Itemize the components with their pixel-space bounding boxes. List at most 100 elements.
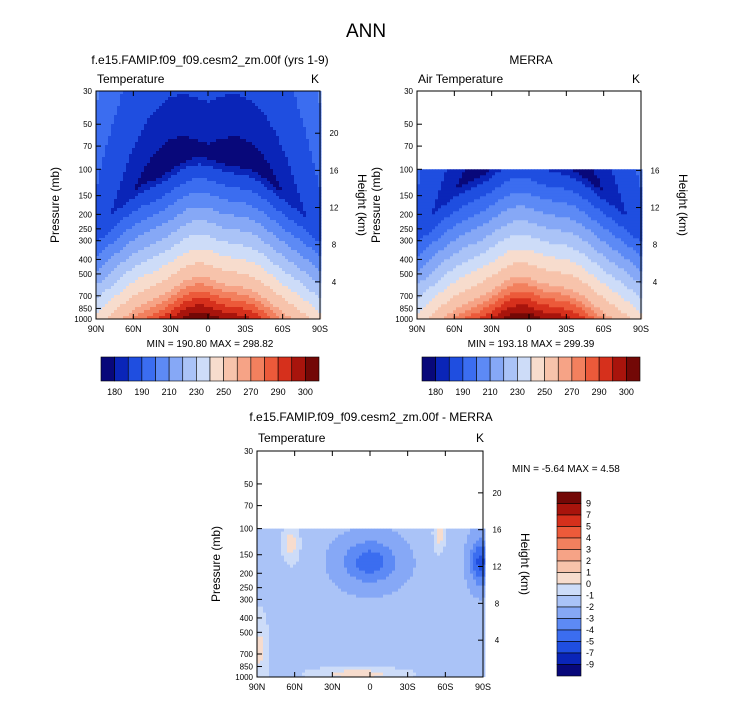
contour-cell <box>270 100 274 104</box>
contour-cell <box>231 244 235 248</box>
contour-cell <box>162 118 166 122</box>
contour-cell <box>174 232 178 236</box>
contour-cell <box>180 133 184 137</box>
contour-cell <box>225 256 229 260</box>
contour-cell <box>225 253 229 257</box>
contour-cell <box>141 256 145 260</box>
contour-cell <box>132 193 136 197</box>
contour-cell <box>126 262 130 266</box>
contour-cell <box>183 193 187 197</box>
contour-cell <box>231 142 235 146</box>
contour-cell <box>138 217 142 221</box>
contour-cell <box>117 193 121 197</box>
contour-cell <box>279 268 283 272</box>
contour-cell <box>207 187 211 191</box>
contour-cell <box>204 232 208 236</box>
contour-cell <box>102 304 106 308</box>
contour-cell <box>195 196 199 200</box>
contour-cell <box>216 268 220 272</box>
contour-cell <box>219 97 223 101</box>
contour-cell <box>285 211 289 215</box>
contour-cell <box>225 160 229 164</box>
contour-cell <box>285 310 289 314</box>
contour-cell <box>288 280 292 284</box>
contour-cell <box>252 154 256 158</box>
contour-cell <box>135 118 139 122</box>
contour-cell <box>237 115 241 119</box>
contour-cell <box>141 187 145 191</box>
contour-cell <box>114 313 118 317</box>
contour-cell <box>264 136 268 140</box>
contour-cell <box>138 115 142 119</box>
contour-cell <box>120 151 124 155</box>
contour-cell <box>261 253 265 257</box>
contour-cell <box>108 148 112 152</box>
contour-cell <box>189 163 193 167</box>
contour-cell <box>270 202 274 206</box>
contour-cell <box>117 109 121 113</box>
contour-cell <box>243 184 247 188</box>
contour-cell <box>264 292 268 296</box>
contour-cell <box>210 235 214 239</box>
contour-cell <box>249 178 253 182</box>
contour-cell <box>174 199 178 203</box>
contour-cell <box>132 172 136 176</box>
contour-cell <box>198 307 202 311</box>
contour-cell <box>234 256 238 260</box>
contour-cell <box>249 271 253 275</box>
contour-cell <box>246 229 250 233</box>
contour-cell <box>132 298 136 302</box>
contour-cell <box>111 109 115 113</box>
contour-cell <box>183 289 187 293</box>
contour-cell <box>108 202 112 206</box>
contour-cell <box>162 142 166 146</box>
contour-cell <box>120 298 124 302</box>
contour-cell <box>279 202 283 206</box>
contour-cell <box>204 304 208 308</box>
contour-cell <box>150 139 154 143</box>
contour-cell <box>159 163 163 167</box>
contour-cell <box>291 151 295 155</box>
contour-cell <box>108 241 112 245</box>
contour-cell <box>243 241 247 245</box>
contour-cell <box>222 196 226 200</box>
contour-cell <box>120 283 124 287</box>
contour-cell <box>231 208 235 212</box>
contour-cell <box>186 172 190 176</box>
contour-cell <box>237 226 241 230</box>
contour-cell <box>228 238 232 242</box>
contour-cell <box>186 163 190 167</box>
contour-cell <box>198 175 202 179</box>
contour-cell <box>252 208 256 212</box>
contour-cell <box>144 307 148 311</box>
contour-cell <box>258 124 262 128</box>
contour-cell <box>288 112 292 116</box>
contour-cell <box>273 250 277 254</box>
contour-cell <box>105 97 109 101</box>
contour-cell <box>144 184 148 188</box>
contour-cell <box>165 229 169 233</box>
contour-cell <box>141 175 145 179</box>
contour-cell <box>285 91 289 95</box>
contour-cell <box>276 196 280 200</box>
contour-cell <box>156 253 160 257</box>
contour-cell <box>156 178 160 182</box>
contour-cell <box>153 295 157 299</box>
contour-cell <box>216 175 220 179</box>
contour-cell <box>177 115 181 119</box>
contour-cell <box>111 193 115 197</box>
contour-cell <box>105 124 109 128</box>
contour-cell <box>213 250 217 254</box>
contour-cell <box>237 238 241 242</box>
contour-cell <box>291 232 295 236</box>
contour-cell <box>195 151 199 155</box>
contour-cell <box>108 169 112 173</box>
contour-cell <box>279 253 283 257</box>
contour-cell <box>231 127 235 131</box>
contour-cell <box>186 286 190 290</box>
contour-cell <box>198 226 202 230</box>
contour-cell <box>177 184 181 188</box>
contour-cell <box>234 181 238 185</box>
contour-cell <box>237 100 241 104</box>
contour-cell <box>237 109 241 113</box>
